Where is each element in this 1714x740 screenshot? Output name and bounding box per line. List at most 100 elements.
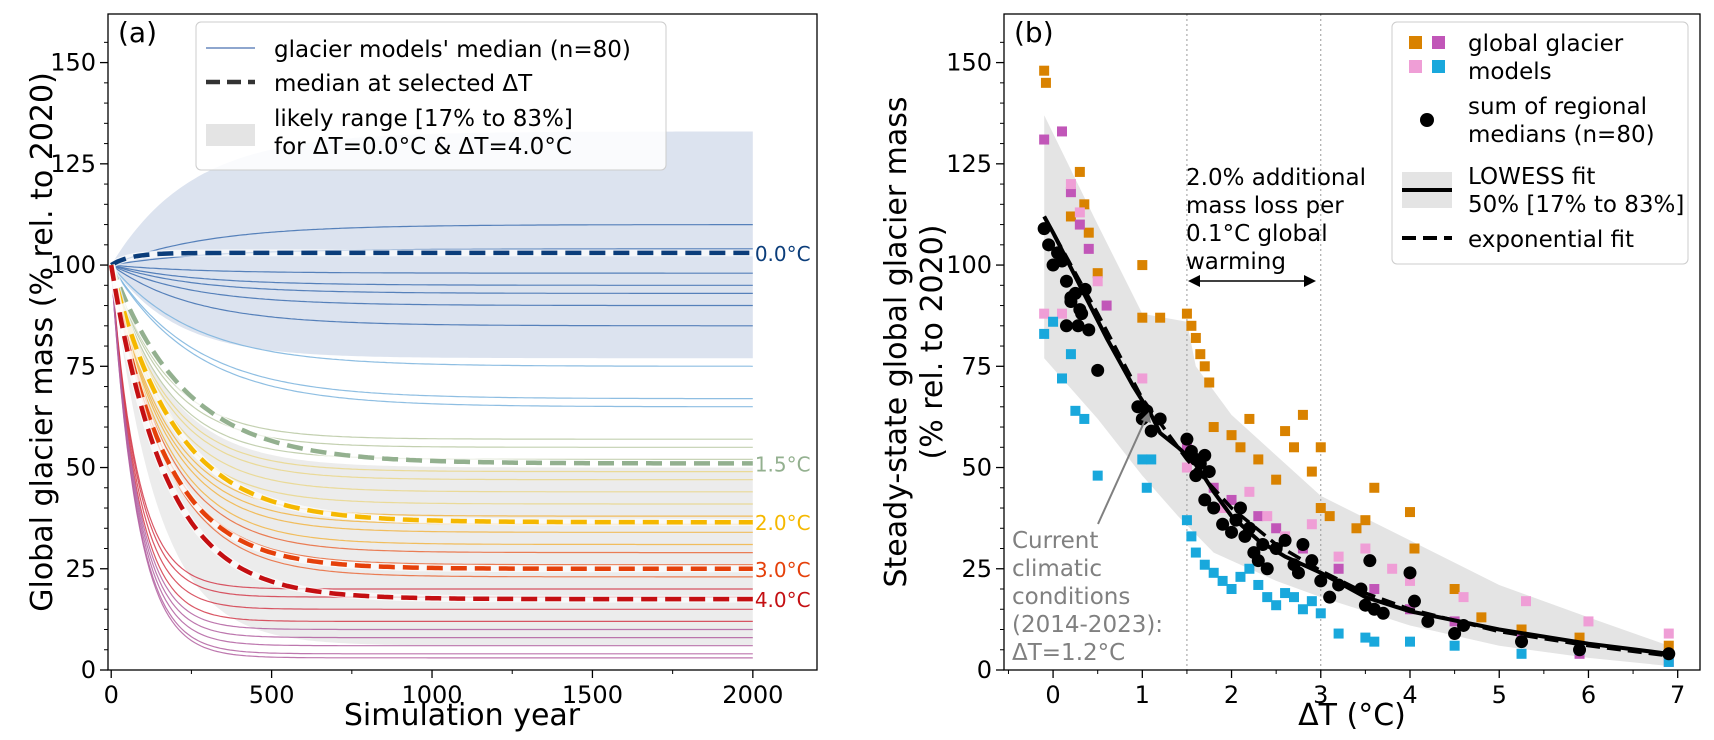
b-model-marker-cyan [1262,592,1273,603]
b-model-marker-pink [1306,519,1317,530]
b-regional-median-marker [1363,554,1377,568]
b-y-axis-label-line-1: Steady-state global glacier mass [879,96,914,587]
a-model-line [111,264,753,286]
b-y-tick-label: 0 [977,656,992,684]
b-x-tick-label: 3 [1313,681,1328,709]
b-model-marker-orange [1083,227,1094,238]
b-model-marker-magenta [1226,494,1237,505]
b-model-marker-orange [1315,503,1326,514]
b-model-marker-orange [1039,65,1050,76]
a-x-tick-label: 0 [104,681,119,709]
b-model-marker-cyan [1253,579,1264,590]
a-y-tick-label: 50 [65,454,96,482]
b-regional-median-marker [1055,254,1069,268]
b-model-marker-cyan [1244,563,1255,574]
b-x-axis-label: ΔT (°C) [1298,698,1406,733]
a-legend-entry-2: median at selected ΔT [274,71,533,97]
a-model-line [110,265,753,647]
b-x-tick-label: 0 [1045,681,1060,709]
a-legend-entry-4: for ΔT=0.0°C & ΔT=4.0°C [274,134,572,160]
a-model-line [110,264,753,400]
b-model-marker-pink [1137,373,1148,384]
a-y-tick-label: 75 [65,352,96,380]
a-model-line [110,264,753,473]
b-x-tick-label: 5 [1492,681,1507,709]
b-model-marker-orange [1476,612,1487,623]
a-y-tick-label: 0 [81,656,96,684]
b-regional-median-markers [1037,222,1676,661]
b-model-marker-cyan [1070,405,1081,416]
b-legend-entry-2: models [1468,59,1552,85]
b-model-marker-orange [1324,511,1335,522]
b-regional-median-marker [1376,606,1390,620]
a-x-tick-label: 500 [249,681,295,709]
b-model-marker-magenta [1074,219,1085,230]
b-model-marker-orange [1065,211,1076,222]
a-model-line [111,264,753,294]
b-model-marker-pink [1521,596,1531,607]
b-model-marker-orange [1574,632,1585,643]
b-model-marker-magenta [1333,563,1344,574]
b-regional-median-marker [1140,404,1154,418]
a-legend-band-swatch [206,124,255,146]
b-legend-magenta-swatch [1432,36,1445,49]
a-model-line [110,264,753,493]
b-regional-median-marker [1198,493,1212,507]
b-model-marker-cyan [1235,571,1246,582]
b-model-marker-pink [1092,276,1103,287]
b-regional-median-marker [1407,594,1421,608]
b-model-marker-orange [1137,260,1148,271]
b-y-tick-label: 150 [946,49,992,77]
b-model-marker-orange [1155,312,1166,323]
b-model-marker-pink [1583,616,1594,627]
a-model-line [110,224,753,266]
b-regional-median-marker [1573,643,1587,657]
b-model-marker-orange [1190,332,1201,343]
b-band [1044,115,1669,666]
b-model-marker-orange [1280,426,1291,437]
b-model-marker-pink [1244,486,1255,497]
b-model-marker-cyan [1048,316,1059,327]
b-model-marker-orange [1449,584,1460,595]
b-model-marker-pink [1663,628,1674,639]
b-model-marker-cyan [1333,628,1344,639]
panel-b: 0 1 2 3 4 5 6 7 0 25 50 75 100 125 150 (b) 2.0% additi… [879,13,1701,733]
b-current-line-3: conditions [1012,584,1130,610]
a-y-tick-label: 125 [50,150,96,178]
b-regional-median-marker [1082,323,1096,337]
b-model-marker-pink [1217,503,1228,514]
a-y-tick-label: 150 [50,49,96,77]
b-regional-median-marker [1515,635,1529,649]
b-regional-median-marker [1291,566,1305,580]
a-plot-frame [107,13,818,671]
b-regional-median-marker [1216,517,1230,531]
b-regional-median-marker [1305,554,1319,568]
b-model-marker-orange [1208,422,1219,433]
b-model-marker-orange [1369,482,1380,493]
b-regional-median-marker [1229,513,1243,527]
b-annotation-line-1: 2.0% additional [1186,165,1366,191]
b-model-marker-orange [1092,268,1103,279]
b-model-marker-orange [1235,442,1246,453]
a-x-tick-label: 1000 [401,681,462,709]
a-selected-medians [108,249,753,603]
a-legend-entry-3: likely range [17% to 83%] [274,106,573,132]
b-y-tick-label: 125 [946,150,992,178]
b-legend-box [1391,21,1689,265]
b-model-marker-cyan [1137,454,1148,465]
b-x-tick-label: 7 [1670,681,1685,709]
a-model-line [110,264,753,481]
b-model-marker-orange [1074,166,1085,177]
b-regional-median-marker [1144,424,1158,438]
b-model-marker-cyan [1306,596,1317,607]
b-current-line-5: ΔT=1.2°C [1012,640,1125,666]
b-annotation-line-2: mass loss per [1186,193,1344,219]
b-legend-entry-5: LOWESS fit [1468,164,1595,190]
a-legend: glacier models' median (n=80) median at … [195,21,667,171]
b-model-marker-magenta [1271,523,1282,534]
b-reference-lines [1186,14,1322,670]
b-regional-median-marker [1202,465,1216,479]
b-annotation-line-3: 0.1°C global [1186,221,1328,247]
b-annotation-arrow-head-left [1188,275,1200,287]
a-model-line [110,265,753,590]
